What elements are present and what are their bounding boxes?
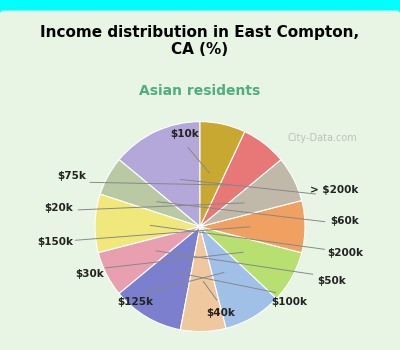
Wedge shape	[100, 160, 200, 227]
Wedge shape	[200, 201, 305, 253]
Wedge shape	[180, 227, 226, 332]
Text: Income distribution in East Compton,
CA (%): Income distribution in East Compton, CA …	[40, 25, 360, 57]
Wedge shape	[200, 121, 245, 227]
Text: $60k: $60k	[330, 216, 359, 226]
Wedge shape	[200, 227, 302, 299]
Text: $100k: $100k	[271, 297, 307, 307]
Text: $10k: $10k	[170, 129, 199, 139]
Wedge shape	[119, 227, 200, 330]
Wedge shape	[95, 194, 200, 253]
Wedge shape	[200, 132, 281, 227]
Text: $20k: $20k	[44, 203, 73, 213]
Wedge shape	[98, 227, 200, 294]
Text: > $200k: > $200k	[310, 185, 358, 195]
Text: City-Data.com: City-Data.com	[288, 133, 358, 143]
Text: $125k: $125k	[117, 297, 153, 307]
Text: $40k: $40k	[206, 308, 236, 318]
Text: $50k: $50k	[317, 276, 346, 286]
Text: $75k: $75k	[58, 171, 86, 181]
Text: $200k: $200k	[327, 248, 363, 258]
Wedge shape	[119, 121, 200, 227]
Text: Asian residents: Asian residents	[139, 84, 261, 98]
Text: $30k: $30k	[75, 269, 104, 279]
Wedge shape	[200, 227, 276, 328]
Wedge shape	[200, 160, 302, 227]
Text: $150k: $150k	[37, 237, 73, 247]
